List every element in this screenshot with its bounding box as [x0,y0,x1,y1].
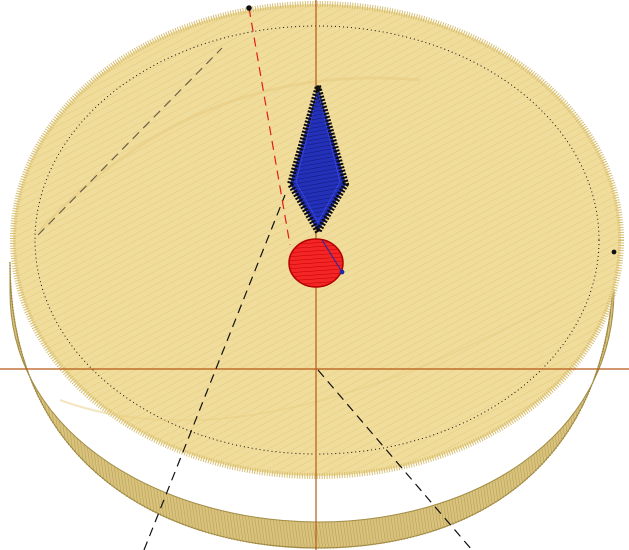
guide-upper-left [37,47,223,236]
handle-dots[interactable] [246,5,617,275]
handle-dot-icon [339,269,345,275]
guide-lower-right [317,369,473,550]
disc-inner-outline [34,25,600,455]
oval-shape-icon[interactable] [288,238,344,288]
handle-dot-icon [246,5,252,11]
diamond-shape-icon[interactable] [287,83,349,235]
handle-dot-icon [611,249,617,255]
guide-lines [37,7,473,550]
guide-lower-left [143,194,286,550]
handle-dot-icon [315,85,321,91]
guide-red [248,7,291,246]
